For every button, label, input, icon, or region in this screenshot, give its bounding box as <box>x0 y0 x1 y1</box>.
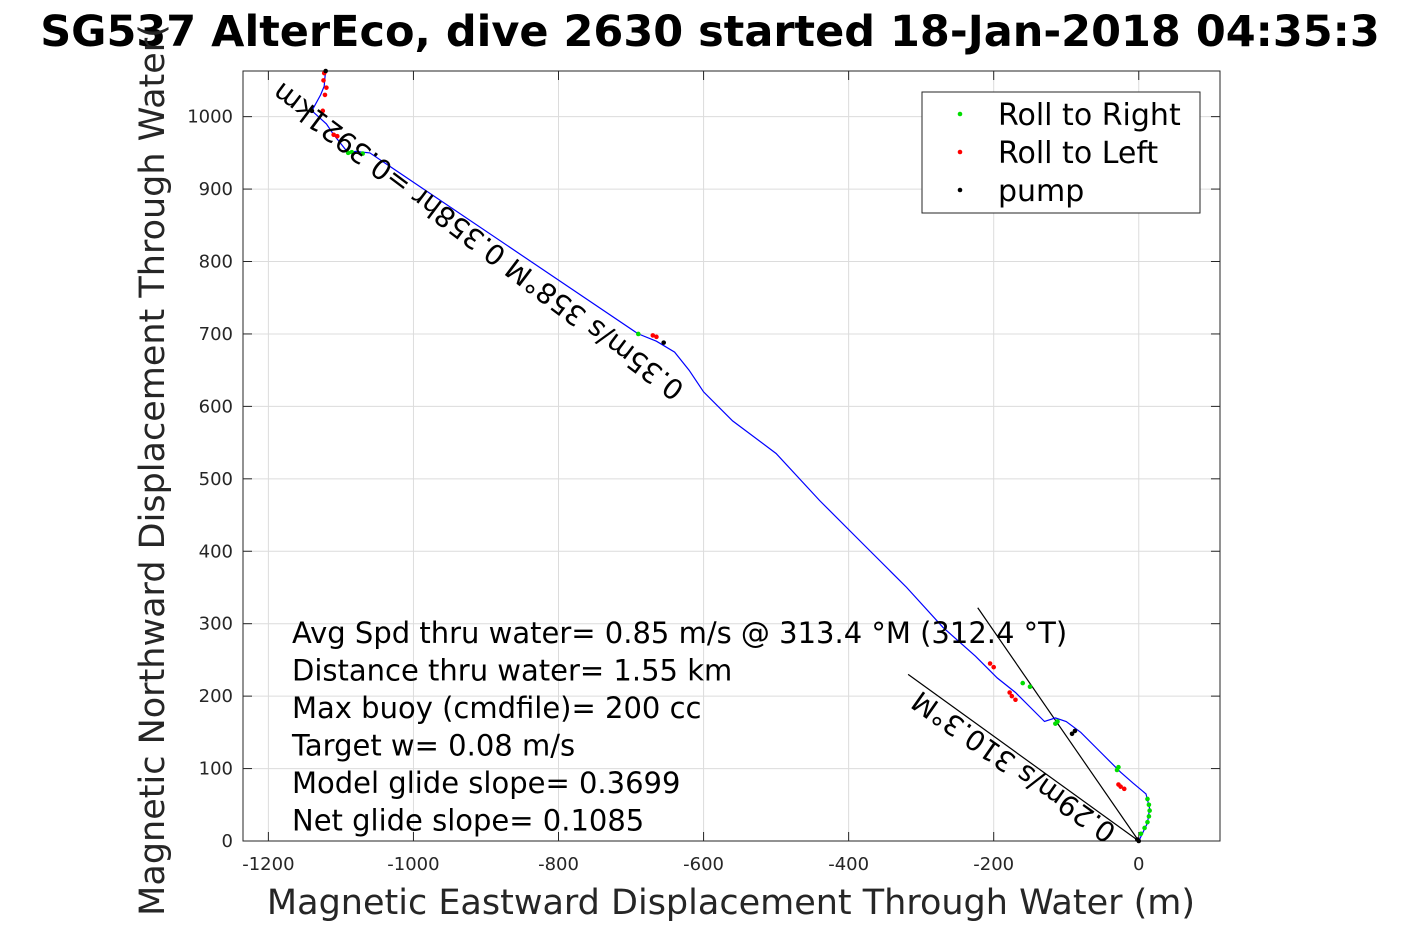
y-tick-label: 600 <box>199 396 233 417</box>
y-tick-label: 100 <box>199 759 233 780</box>
annotation-line: Net glide slope= 0.1085 <box>292 804 644 838</box>
series-point <box>1013 697 1018 703</box>
series-point <box>1027 684 1033 690</box>
series-point <box>349 149 355 155</box>
series-point <box>1146 814 1152 819</box>
data-layer <box>309 68 1152 844</box>
series-point <box>345 150 351 156</box>
y-tick-label: 200 <box>199 686 233 707</box>
series-point <box>360 151 365 156</box>
series-point <box>1069 731 1075 737</box>
x-tick-label: -400 <box>828 854 869 875</box>
series-point <box>1116 782 1121 787</box>
legend-marker <box>957 111 963 117</box>
series-point <box>1138 831 1144 837</box>
x-tick-label: -800 <box>538 854 579 875</box>
x-tick-label: -1000 <box>387 854 439 875</box>
series-point <box>1055 719 1060 724</box>
x-tick-label: -600 <box>683 854 724 875</box>
x-tick-label: -200 <box>973 854 1014 875</box>
series-point <box>323 68 328 74</box>
legend-label: Roll to Left <box>998 136 1158 171</box>
series-point <box>1146 802 1152 808</box>
annotation-block: Avg Spd thru water= 0.85 m/s @ 313.4 °M … <box>291 616 1067 838</box>
guide-line <box>977 607 1140 842</box>
guide-line <box>907 673 1140 842</box>
series-point <box>334 133 340 139</box>
series-point <box>324 85 329 90</box>
series-point <box>654 334 659 340</box>
annotation-line: Distance thru water= 1.55 km <box>292 654 732 688</box>
series-roll-to-left <box>320 70 1127 792</box>
legend-box <box>921 91 1201 214</box>
series-point <box>1020 680 1026 686</box>
series-point <box>650 333 656 338</box>
series-point <box>331 132 336 138</box>
x-tick-label: 0 <box>1133 854 1144 875</box>
series-point <box>321 78 326 83</box>
series-point <box>1007 690 1012 695</box>
y-tick-label: 1000 <box>187 107 233 128</box>
series-point <box>1142 825 1147 831</box>
series-pump <box>309 68 1142 844</box>
y-tick-label: 800 <box>199 252 233 273</box>
y-tick-label: 500 <box>199 469 233 490</box>
annotation-line: Model glide slope= 0.3699 <box>292 766 680 800</box>
y-axis-label: Magnetic Northward Displacement Through … <box>133 24 173 916</box>
y-tick-label: 900 <box>199 179 233 200</box>
series-point <box>991 664 997 670</box>
legend-label: Roll to Right <box>998 98 1181 133</box>
series-point <box>987 661 993 666</box>
annotation-line: Max buoy (cmdfile)= 200 cc <box>292 691 701 725</box>
axis-ticks: -1200 -1000 -800 -600 -400 -200 0 0 100 200 300 400… <box>187 71 1220 875</box>
x-tick-label: -1200 <box>242 854 294 875</box>
plot-frame <box>242 70 1221 842</box>
annotation-line: Target w= 0.08 m/s <box>291 729 575 763</box>
legend-marker <box>957 187 963 193</box>
legend-label: pump <box>998 174 1084 209</box>
y-tick-label: 700 <box>199 324 233 345</box>
y-tick-label: 300 <box>199 614 233 635</box>
legend-marker <box>957 149 963 155</box>
series-point <box>322 92 328 98</box>
chart-title: SG537 AlterEco, dive 2630 started 18-Jan… <box>40 7 1380 57</box>
annotation-line: Avg Spd thru water= 0.85 m/s @ 313.4 °M … <box>292 616 1067 650</box>
segment-label: 0.35m/s 358°M 0.358hr =0.3921km <box>266 76 690 407</box>
series-point <box>1147 808 1152 813</box>
y-tick-label: 400 <box>199 541 233 562</box>
segment-label: 0.29m/s 310.3°M <box>906 684 1122 849</box>
series-point <box>309 108 315 114</box>
y-tick-label: 0 <box>222 831 233 852</box>
series-roll-to-right <box>345 149 1152 837</box>
series-point <box>1072 728 1078 734</box>
series-point <box>1009 693 1015 699</box>
series-point <box>635 331 641 337</box>
series-point <box>1121 786 1127 792</box>
series-point <box>1145 796 1150 802</box>
x-axis-label: Magnetic Eastward Displacement Through W… <box>267 883 1195 923</box>
series-point <box>1116 764 1121 770</box>
series-point <box>1135 837 1140 842</box>
series-point <box>1145 819 1150 825</box>
series-point <box>661 340 666 345</box>
series-point <box>320 108 326 114</box>
